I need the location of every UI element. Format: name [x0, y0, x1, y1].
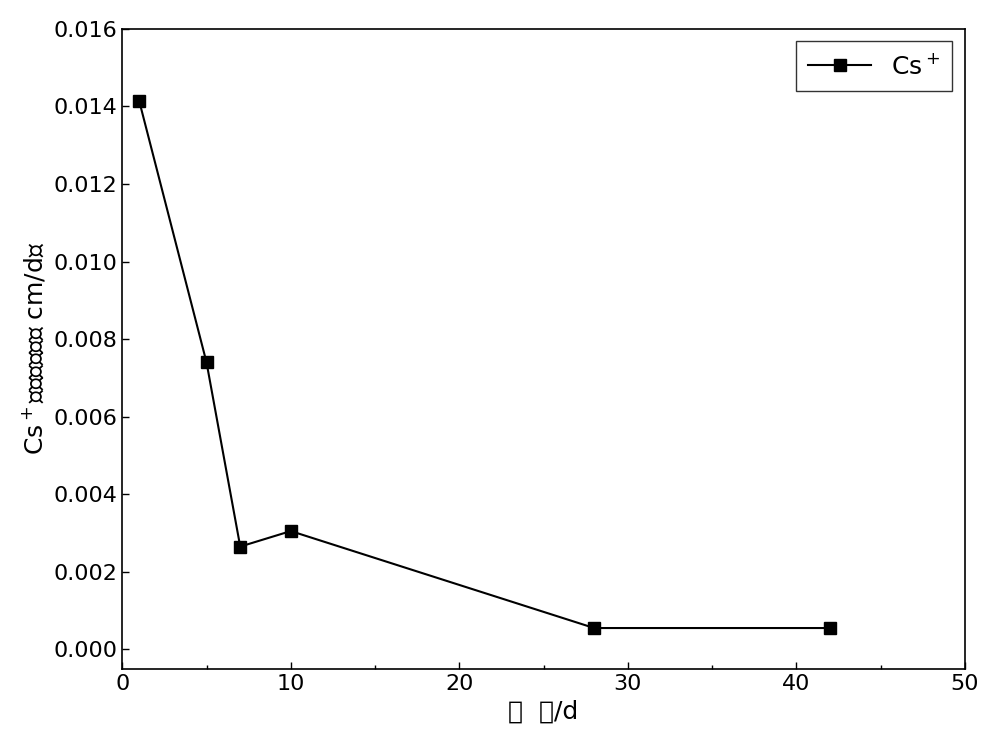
Y-axis label: Cs$^+$的浸出率／（ cm/d）: Cs$^+$的浸出率／（ cm/d）	[21, 242, 48, 455]
Cs$^+$	[133, 96, 145, 105]
Cs$^+$	[588, 623, 600, 632]
Cs$^+$	[285, 527, 297, 536]
Cs$^+$	[234, 542, 246, 551]
Cs$^+$	[201, 358, 213, 367]
Legend: Cs$^+$: Cs$^+$	[796, 42, 952, 92]
Line: Cs$^+$: Cs$^+$	[134, 95, 836, 634]
Cs$^+$	[824, 623, 836, 632]
X-axis label: 时  间/d: 时 间/d	[508, 699, 579, 723]
